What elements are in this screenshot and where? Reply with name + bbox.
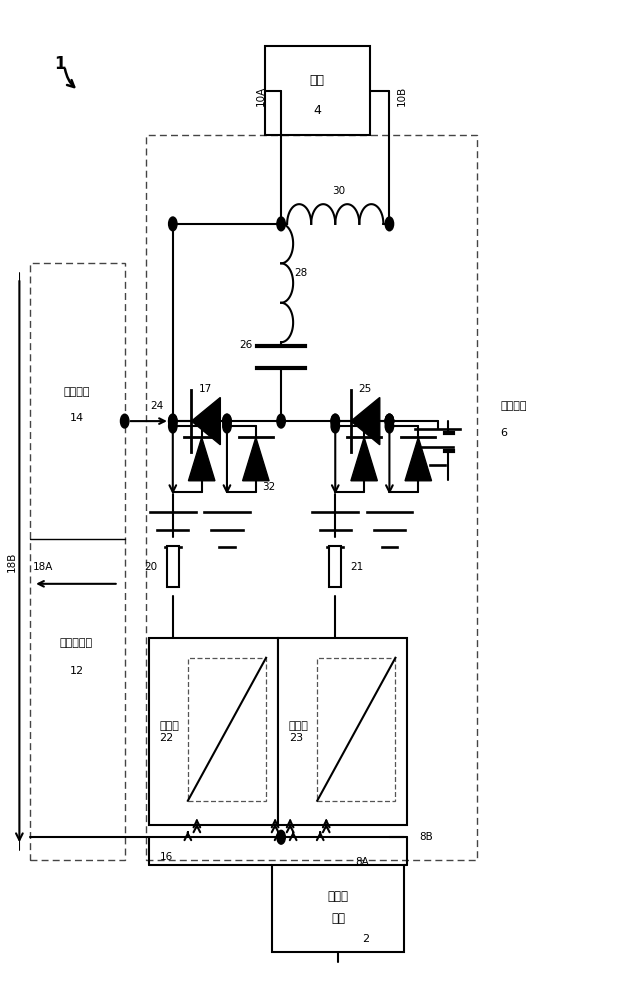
Bar: [30, 263, 125, 860]
Circle shape: [277, 830, 285, 844]
Bar: [329, 546, 341, 587]
Text: 14: 14: [70, 413, 84, 423]
Text: 驱动器
22: 驱动器 22: [160, 721, 180, 743]
Circle shape: [168, 217, 177, 231]
Circle shape: [168, 414, 177, 428]
Text: 8B: 8B: [420, 832, 433, 842]
Bar: [146, 135, 477, 860]
Polygon shape: [351, 397, 380, 445]
Text: 4: 4: [313, 104, 321, 117]
Text: 2: 2: [362, 934, 369, 944]
Text: 20: 20: [144, 562, 158, 572]
Text: 28: 28: [295, 268, 308, 278]
Text: 21: 21: [350, 562, 364, 572]
Polygon shape: [351, 437, 377, 481]
Circle shape: [385, 414, 394, 428]
Polygon shape: [188, 437, 215, 481]
Text: 30: 30: [332, 186, 345, 196]
Text: 36: 36: [248, 776, 261, 786]
Text: 26: 26: [239, 340, 252, 350]
Bar: [278, 638, 408, 825]
Text: 低: 低: [241, 764, 247, 774]
Text: 负载: 负载: [310, 74, 325, 87]
Text: 24: 24: [151, 401, 164, 411]
Bar: [272, 865, 404, 952]
Circle shape: [385, 217, 394, 231]
Text: 低: 低: [371, 764, 377, 774]
Text: 测量单元: 测量单元: [63, 387, 90, 397]
Text: 1: 1: [55, 55, 66, 73]
Text: 32: 32: [262, 482, 275, 492]
Polygon shape: [405, 437, 431, 481]
Text: 功率变: 功率变: [328, 890, 349, 903]
Circle shape: [277, 217, 285, 231]
Text: 换器: 换器: [331, 912, 345, 925]
Polygon shape: [192, 397, 220, 445]
Text: 10A: 10A: [256, 86, 266, 106]
Text: 35: 35: [325, 693, 337, 703]
Circle shape: [331, 419, 340, 433]
Circle shape: [121, 414, 129, 428]
Text: 18B: 18B: [6, 551, 16, 572]
Text: 34: 34: [196, 693, 208, 703]
Circle shape: [277, 414, 285, 428]
Circle shape: [223, 414, 231, 428]
Circle shape: [223, 419, 231, 433]
Text: 功率电路: 功率电路: [501, 401, 528, 411]
Text: 控制器单元: 控制器单元: [60, 638, 93, 648]
Text: 10B: 10B: [397, 86, 406, 106]
Text: 高: 高: [336, 684, 342, 694]
Circle shape: [223, 414, 231, 428]
Bar: [317, 658, 396, 801]
Bar: [167, 546, 179, 587]
Text: 12: 12: [70, 666, 84, 676]
Text: 37: 37: [377, 776, 390, 786]
Text: 17: 17: [199, 383, 212, 393]
Text: 高: 高: [207, 684, 213, 694]
Bar: [264, 46, 370, 135]
Circle shape: [385, 414, 394, 428]
Text: 18A: 18A: [33, 562, 53, 572]
Circle shape: [331, 414, 340, 428]
Bar: [149, 638, 278, 825]
Text: 驱动器
23: 驱动器 23: [289, 721, 309, 743]
Text: 25: 25: [359, 383, 372, 393]
Text: 8A: 8A: [355, 857, 369, 867]
Circle shape: [385, 414, 394, 428]
Circle shape: [168, 419, 177, 433]
Text: 6: 6: [501, 428, 507, 438]
Circle shape: [168, 414, 177, 428]
Circle shape: [331, 414, 340, 428]
Polygon shape: [242, 437, 269, 481]
Text: 16: 16: [160, 852, 173, 862]
Bar: [188, 658, 266, 801]
Circle shape: [385, 419, 394, 433]
